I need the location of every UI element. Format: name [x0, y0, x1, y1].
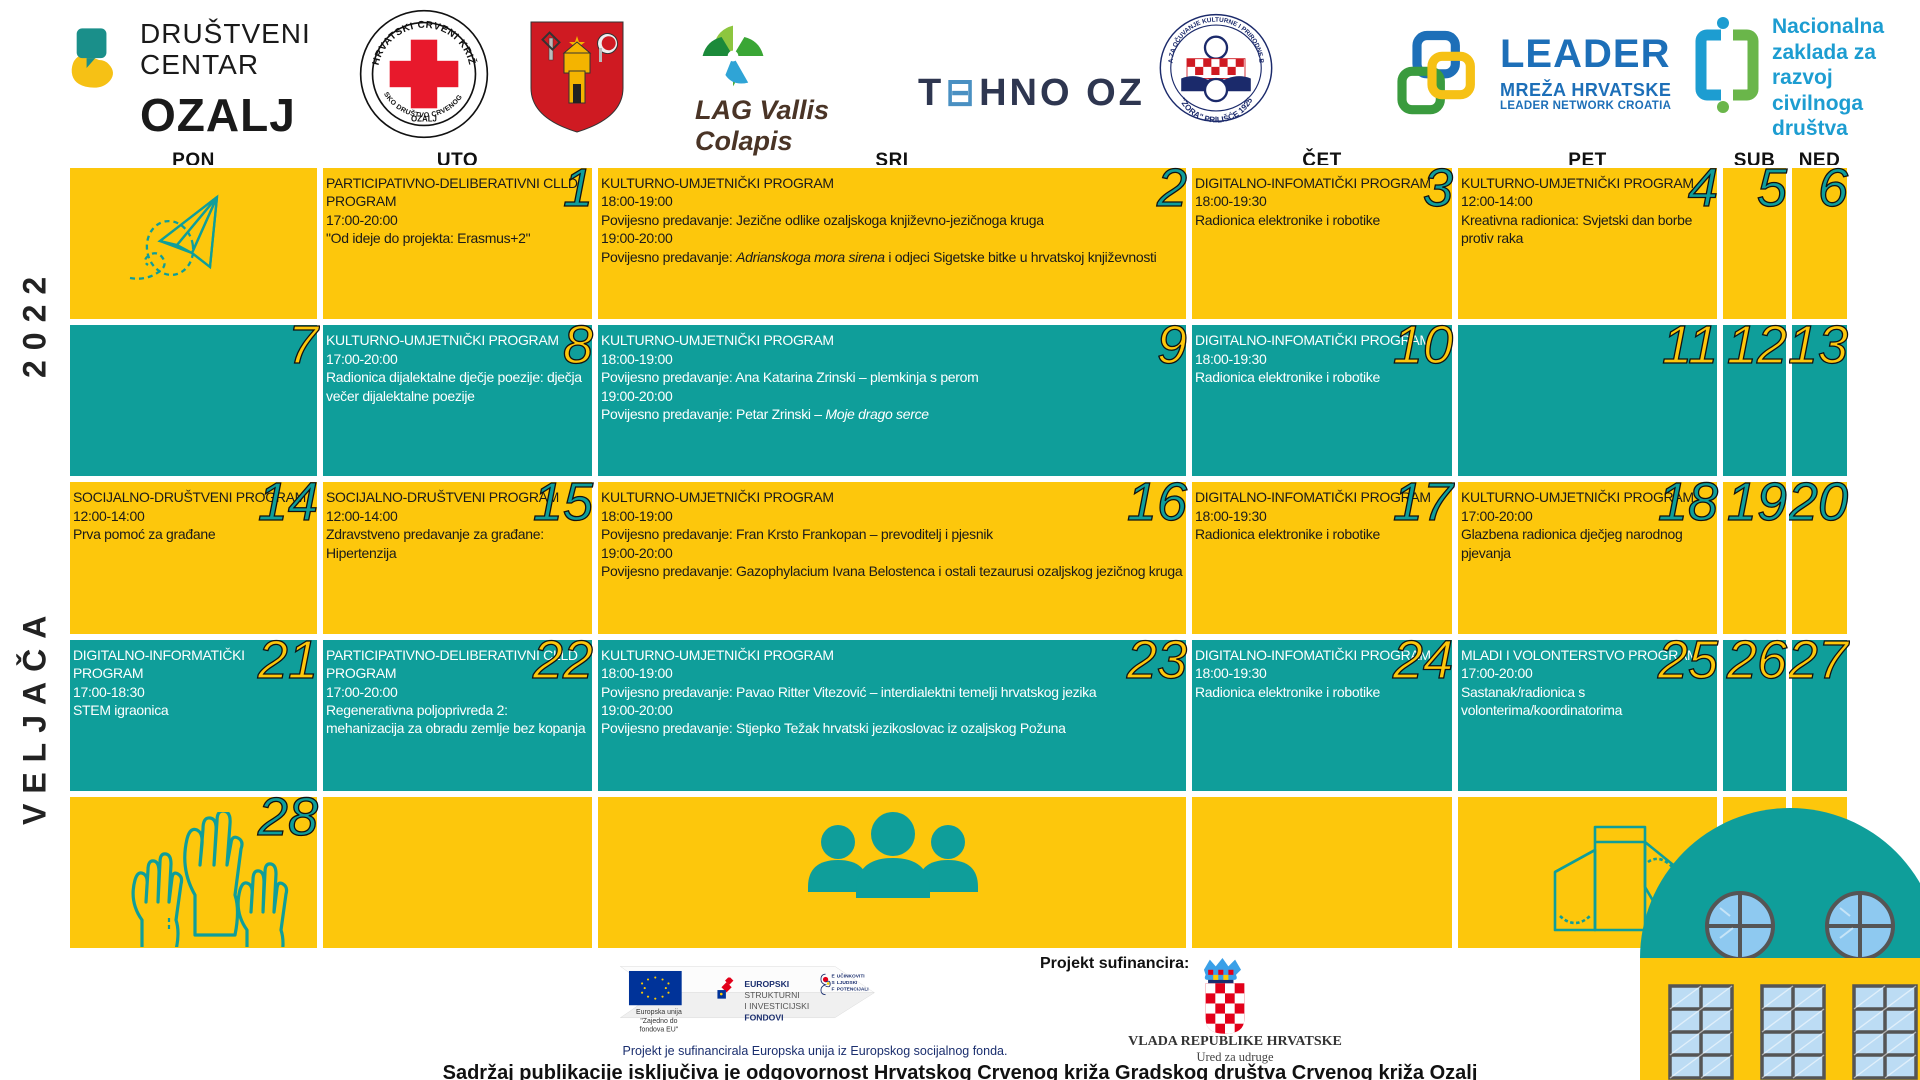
- svg-text:OZALJ: OZALJ: [411, 115, 437, 124]
